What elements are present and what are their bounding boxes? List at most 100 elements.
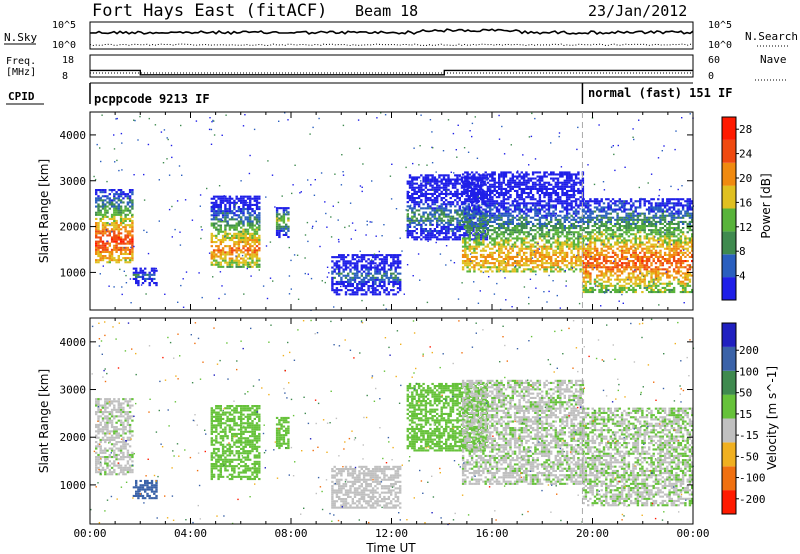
echo-cell (639, 262, 642, 265)
echo-cell (144, 280, 147, 283)
echo-cell (534, 202, 537, 205)
echo-cell (246, 249, 250, 252)
echo-cell (431, 192, 434, 195)
echo-cell (587, 255, 590, 258)
echo-cell (632, 245, 635, 248)
echo-cell (335, 266, 339, 269)
echo-cell (119, 252, 123, 255)
freq-panel-frame (89, 54, 694, 78)
echo-cell (226, 208, 229, 211)
echo-cell (525, 218, 528, 221)
echo-cell (144, 267, 147, 270)
echo-cell (600, 222, 603, 225)
echo-cell (504, 264, 508, 267)
echo-cell (240, 226, 243, 229)
echo-cell (338, 272, 341, 275)
echo-cell (498, 235, 501, 238)
echo-cell (95, 191, 98, 194)
echo-cell (253, 212, 256, 215)
echo-cell (572, 218, 576, 221)
echo-cell (593, 282, 597, 285)
echo-cell (429, 211, 432, 214)
echo-cell (620, 251, 624, 254)
echo-cell (477, 268, 481, 271)
echo-cell (625, 200, 628, 203)
echo-cell (119, 211, 123, 214)
echo-cell (454, 225, 457, 228)
echo-cell (108, 261, 111, 264)
echo-cell (460, 195, 464, 198)
echo-cell (507, 206, 510, 209)
echo-cell (620, 241, 624, 244)
echo-cell (440, 232, 443, 235)
echo-cell (611, 210, 615, 213)
echo-cell (461, 255, 465, 258)
echo-cell (657, 237, 660, 240)
echo-cell (661, 204, 664, 207)
echo-cell (561, 225, 564, 228)
echo-cell (545, 255, 548, 258)
echo-cell (464, 241, 467, 244)
echo-cell (547, 198, 551, 201)
echo-cell (579, 192, 582, 195)
echo-cell (473, 268, 476, 271)
nsky-label: N.Sky (4, 31, 37, 44)
echo-cell (587, 243, 590, 246)
echo-cell (616, 255, 619, 258)
echo-cell (632, 272, 635, 275)
echo-cell (104, 205, 107, 208)
echo-cell (472, 238, 475, 241)
echo-cell (502, 202, 505, 205)
echo-cell (550, 192, 553, 195)
echo-cell (498, 268, 501, 271)
echo-cell (648, 206, 651, 209)
echo-cell (541, 245, 544, 248)
echo-cell (387, 291, 391, 294)
echo-cell (440, 205, 443, 208)
echo-cell (545, 239, 548, 242)
echo-cell (97, 261, 100, 264)
echo-cell (561, 260, 564, 263)
echo-cell (275, 209, 279, 212)
echo-cell (258, 201, 261, 204)
echo-cell (467, 211, 470, 214)
echo-cell (611, 249, 615, 252)
echo-cell (579, 233, 582, 236)
echo-cell (641, 247, 644, 250)
echo-cell (413, 230, 416, 233)
echo-cell (231, 257, 234, 260)
echo-cell (411, 201, 414, 204)
echo-cell (392, 256, 395, 259)
echo-cell (482, 237, 485, 240)
echo-cell (543, 253, 546, 256)
echo-cell (436, 232, 439, 235)
echo-cell (466, 229, 469, 232)
echo-cell (584, 255, 588, 258)
echo-cell (600, 284, 603, 287)
echo-cell (445, 205, 448, 208)
echo-cell (641, 198, 644, 201)
echo-cell (242, 247, 245, 250)
echo-cell (657, 233, 660, 236)
echo-cell (541, 189, 544, 192)
echo-cell (541, 192, 544, 195)
echo-cell (231, 224, 234, 227)
echo-cell (396, 258, 400, 261)
echo-cell (97, 228, 100, 231)
echo-cell (411, 195, 414, 198)
echo-cell (424, 223, 428, 226)
echo-cell (212, 224, 216, 227)
echo-cell (639, 198, 642, 201)
echo-cell (237, 243, 241, 246)
echo-cell (408, 180, 412, 183)
echo-cell (489, 179, 492, 182)
echo-cell (219, 226, 222, 229)
echo-cell (536, 189, 539, 192)
echo-cell (468, 218, 471, 221)
echo-cell (538, 194, 542, 197)
echo-cell (611, 235, 615, 238)
echo-cell (584, 247, 588, 250)
echo-cell (117, 248, 120, 251)
echo-cell (440, 178, 443, 181)
echo-cell (507, 216, 510, 219)
